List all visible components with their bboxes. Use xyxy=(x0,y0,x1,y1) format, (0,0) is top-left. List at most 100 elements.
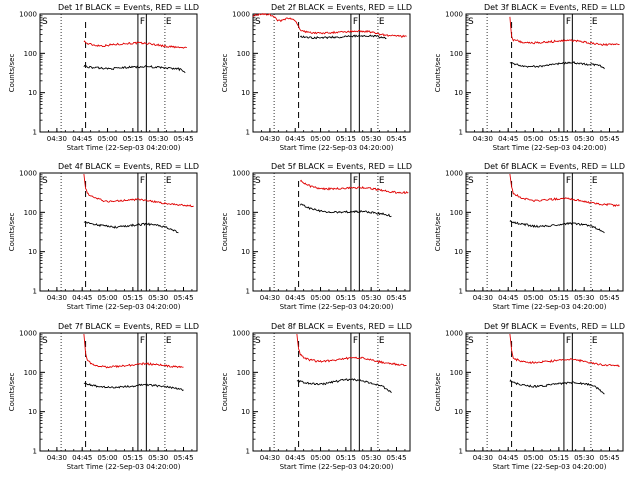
lld-series-line xyxy=(509,16,620,47)
plot-frame xyxy=(39,172,198,292)
plot-frame xyxy=(39,13,198,133)
lld-series-line xyxy=(509,333,620,368)
lld-series-line xyxy=(83,333,184,369)
chart-title: Det 3f BLACK = Events, RED = LLD xyxy=(484,3,625,12)
chart-title: Det 6f BLACK = Events, RED = LLD xyxy=(484,162,625,171)
marker-label-s: S xyxy=(468,176,474,186)
y-tick-label: 1000 xyxy=(232,170,250,178)
y-axis-label: Counts/sec xyxy=(8,213,16,252)
x-tick-label: 04:30 xyxy=(47,135,67,143)
x-axis-label: Start Time (22-Sep-03 04:20:00) xyxy=(280,303,394,311)
y-tick-label: 1000 xyxy=(19,11,37,19)
marker-label-s: S xyxy=(42,176,48,186)
y-tick-label: 1000 xyxy=(445,11,463,19)
marker-label-e: E xyxy=(592,17,598,27)
x-axis-label: Start Time (22-Sep-03 04:20:00) xyxy=(67,303,181,311)
y-tick-label: 1000 xyxy=(445,170,463,178)
x-tick-label: 05:30 xyxy=(361,454,381,462)
x-tick-label: 04:30 xyxy=(47,454,67,462)
x-tick-label: 05:45 xyxy=(386,294,406,302)
x-tick-label: 04:45 xyxy=(72,294,92,302)
y-tick-label: 100 xyxy=(24,50,37,58)
x-tick-label: 05:45 xyxy=(173,454,193,462)
y-tick-label: 1000 xyxy=(445,330,463,338)
x-tick-label: 05:15 xyxy=(549,294,569,302)
x-tick-label: 05:15 xyxy=(336,135,356,143)
y-axis-label: Counts/sec xyxy=(221,54,229,93)
plot-frame xyxy=(465,172,624,292)
x-axis-label: Start Time (22-Sep-03 04:20:00) xyxy=(67,144,181,152)
y-axis-label: Counts/sec xyxy=(221,373,229,412)
marker-label-f: F xyxy=(353,176,358,186)
x-axis-label: Start Time (22-Sep-03 04:20:00) xyxy=(67,463,181,471)
x-tick-label: 05:00 xyxy=(523,294,543,302)
events-series-line xyxy=(299,203,392,218)
events-series-line xyxy=(296,378,392,394)
events-series-line xyxy=(83,382,184,392)
marker-label-e: E xyxy=(166,176,172,186)
chart-title: Det 1f BLACK = Events, RED = LLD xyxy=(58,3,199,12)
marker-label-f: F xyxy=(566,176,571,186)
marker-label-s: S xyxy=(468,336,474,346)
chart-title: Det 2f BLACK = Events, RED = LLD xyxy=(271,3,412,12)
y-tick-label: 1 xyxy=(33,288,37,296)
marker-label-e: E xyxy=(592,336,598,346)
x-tick-label: 05:30 xyxy=(361,135,381,143)
plot-frame xyxy=(252,172,411,292)
marker-label-e: E xyxy=(379,336,385,346)
lld-series-line xyxy=(83,40,187,49)
x-tick-label: 04:30 xyxy=(473,294,493,302)
y-tick-label: 100 xyxy=(450,50,463,58)
x-tick-label: 05:30 xyxy=(574,454,594,462)
x-tick-label: 04:45 xyxy=(498,294,518,302)
x-tick-label: 05:30 xyxy=(574,294,594,302)
plot-frame xyxy=(252,13,411,133)
events-series-line xyxy=(83,220,179,234)
x-tick-label: 05:15 xyxy=(123,454,143,462)
marker-label-f: F xyxy=(140,17,145,27)
y-tick-label: 10 xyxy=(241,408,250,416)
x-tick-label: 05:45 xyxy=(173,135,193,143)
events-series-line xyxy=(509,379,605,395)
marker-label-f: F xyxy=(566,336,571,346)
x-tick-label: 05:15 xyxy=(549,135,569,143)
chart-title: Det 5f BLACK = Events, RED = LLD xyxy=(271,162,412,171)
x-tick-label: 05:30 xyxy=(148,135,168,143)
chart-title: Det 7f BLACK = Events, RED = LLD xyxy=(58,322,199,331)
x-tick-label: 05:00 xyxy=(523,135,543,143)
x-tick-label: 05:15 xyxy=(123,135,143,143)
events-series-line xyxy=(509,60,605,70)
y-tick-label: 10 xyxy=(28,408,37,416)
x-tick-label: 05:45 xyxy=(173,294,193,302)
x-tick-label: 05:45 xyxy=(386,454,406,462)
x-tick-label: 04:45 xyxy=(72,454,92,462)
marker-label-e: E xyxy=(379,17,385,27)
y-tick-label: 1 xyxy=(33,129,37,137)
x-tick-label: 05:00 xyxy=(310,135,330,143)
x-tick-label: 05:15 xyxy=(549,454,569,462)
lld-series-line xyxy=(299,179,409,195)
marker-label-e: E xyxy=(166,336,172,346)
marker-label-e: E xyxy=(592,176,598,186)
plot-frame xyxy=(252,332,411,452)
y-tick-label: 10 xyxy=(454,408,463,416)
y-tick-label: 10 xyxy=(241,248,250,256)
x-axis-label: Start Time (22-Sep-03 04:20:00) xyxy=(493,144,607,152)
y-tick-label: 100 xyxy=(450,209,463,217)
lld-series-line xyxy=(83,173,194,208)
y-tick-label: 1 xyxy=(246,288,250,296)
marker-label-s: S xyxy=(42,336,48,346)
x-tick-label: 05:30 xyxy=(574,135,594,143)
y-tick-label: 10 xyxy=(28,89,37,97)
x-tick-label: 05:45 xyxy=(599,135,619,143)
lld-series-line xyxy=(509,173,620,208)
y-tick-label: 100 xyxy=(24,209,37,217)
x-axis-label: Start Time (22-Sep-03 04:20:00) xyxy=(280,463,394,471)
marker-label-e: E xyxy=(379,176,385,186)
y-tick-label: 100 xyxy=(450,369,463,377)
x-tick-label: 04:45 xyxy=(285,294,305,302)
chart-title: Det 4f BLACK = Events, RED = LLD xyxy=(58,162,199,171)
lld-series-line xyxy=(296,333,407,367)
x-tick-label: 05:00 xyxy=(97,454,117,462)
